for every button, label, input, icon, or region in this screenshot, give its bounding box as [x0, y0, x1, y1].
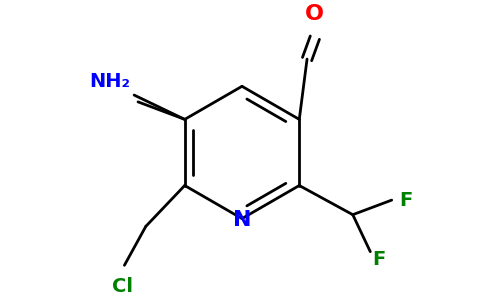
Text: O: O — [305, 4, 324, 24]
Text: F: F — [372, 250, 385, 269]
Text: F: F — [399, 190, 413, 210]
Text: Cl: Cl — [112, 277, 133, 296]
Text: N: N — [233, 210, 251, 230]
Text: NH₂: NH₂ — [89, 72, 130, 91]
